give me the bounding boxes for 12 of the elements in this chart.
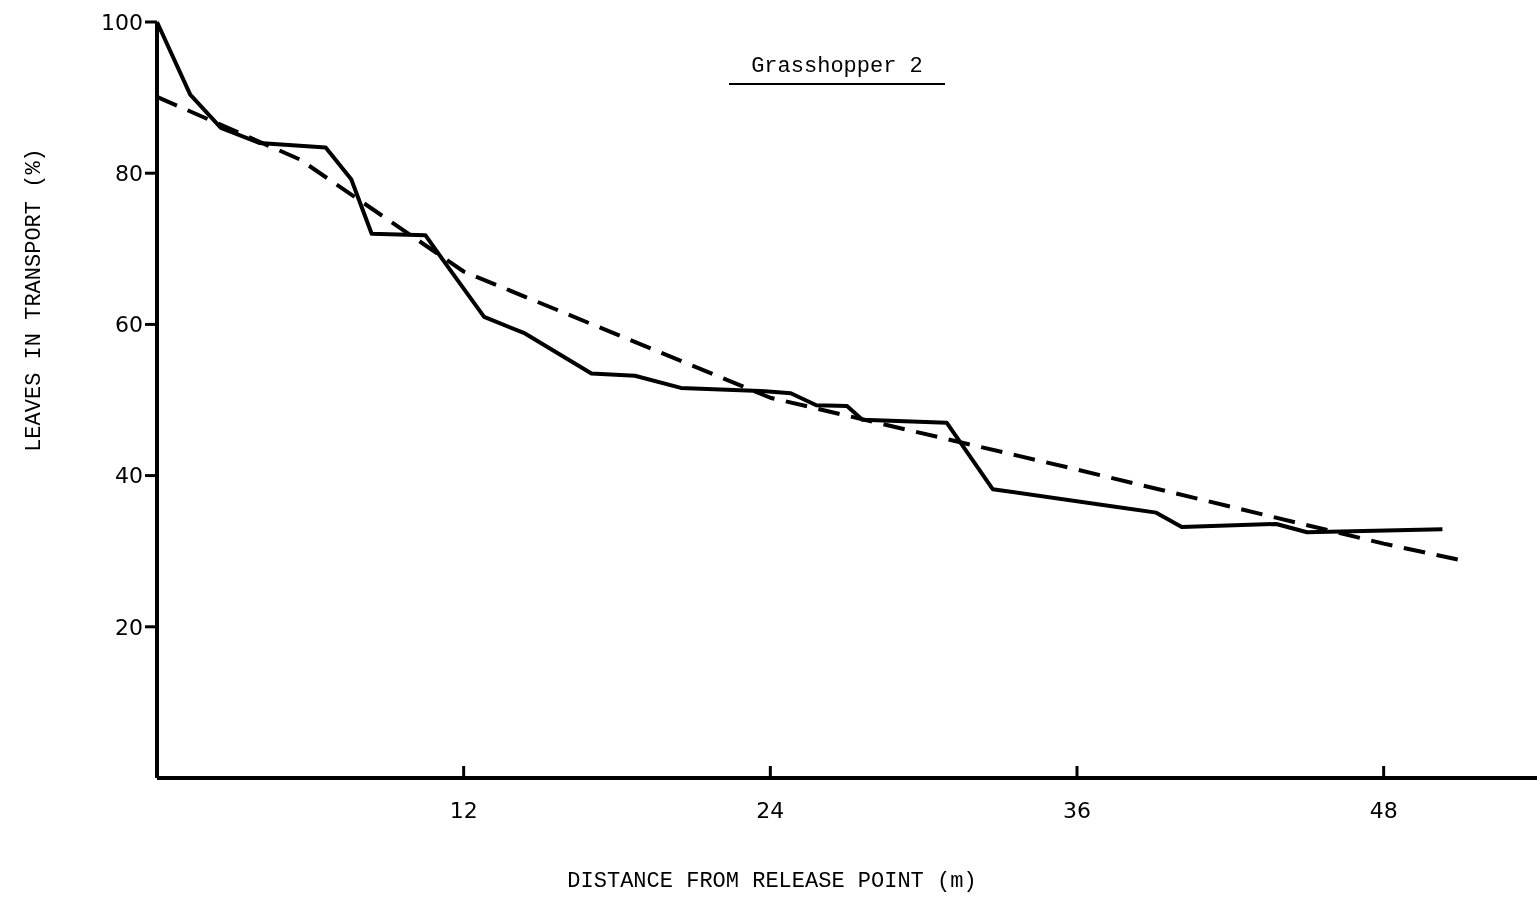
y-tick-label: 20 xyxy=(115,614,143,640)
y-tick-label: 60 xyxy=(115,312,143,338)
y-tick-label: 100 xyxy=(101,9,143,35)
y-tick-label: 40 xyxy=(115,463,143,489)
x-tick-label: 48 xyxy=(1369,798,1398,823)
text: Grasshopper 2 xyxy=(751,54,923,79)
x-tick-label: 24 xyxy=(756,798,785,823)
y-axis-title: LEAVES IN TRANSPORT (%) xyxy=(22,148,47,452)
x-axis-title: DISTANCE FROM RELEASE POINT (m) xyxy=(567,869,977,894)
x-tick-label: 12 xyxy=(449,798,478,823)
x-tick-label: 36 xyxy=(1063,798,1091,823)
y-tick-label: 80 xyxy=(115,160,143,186)
